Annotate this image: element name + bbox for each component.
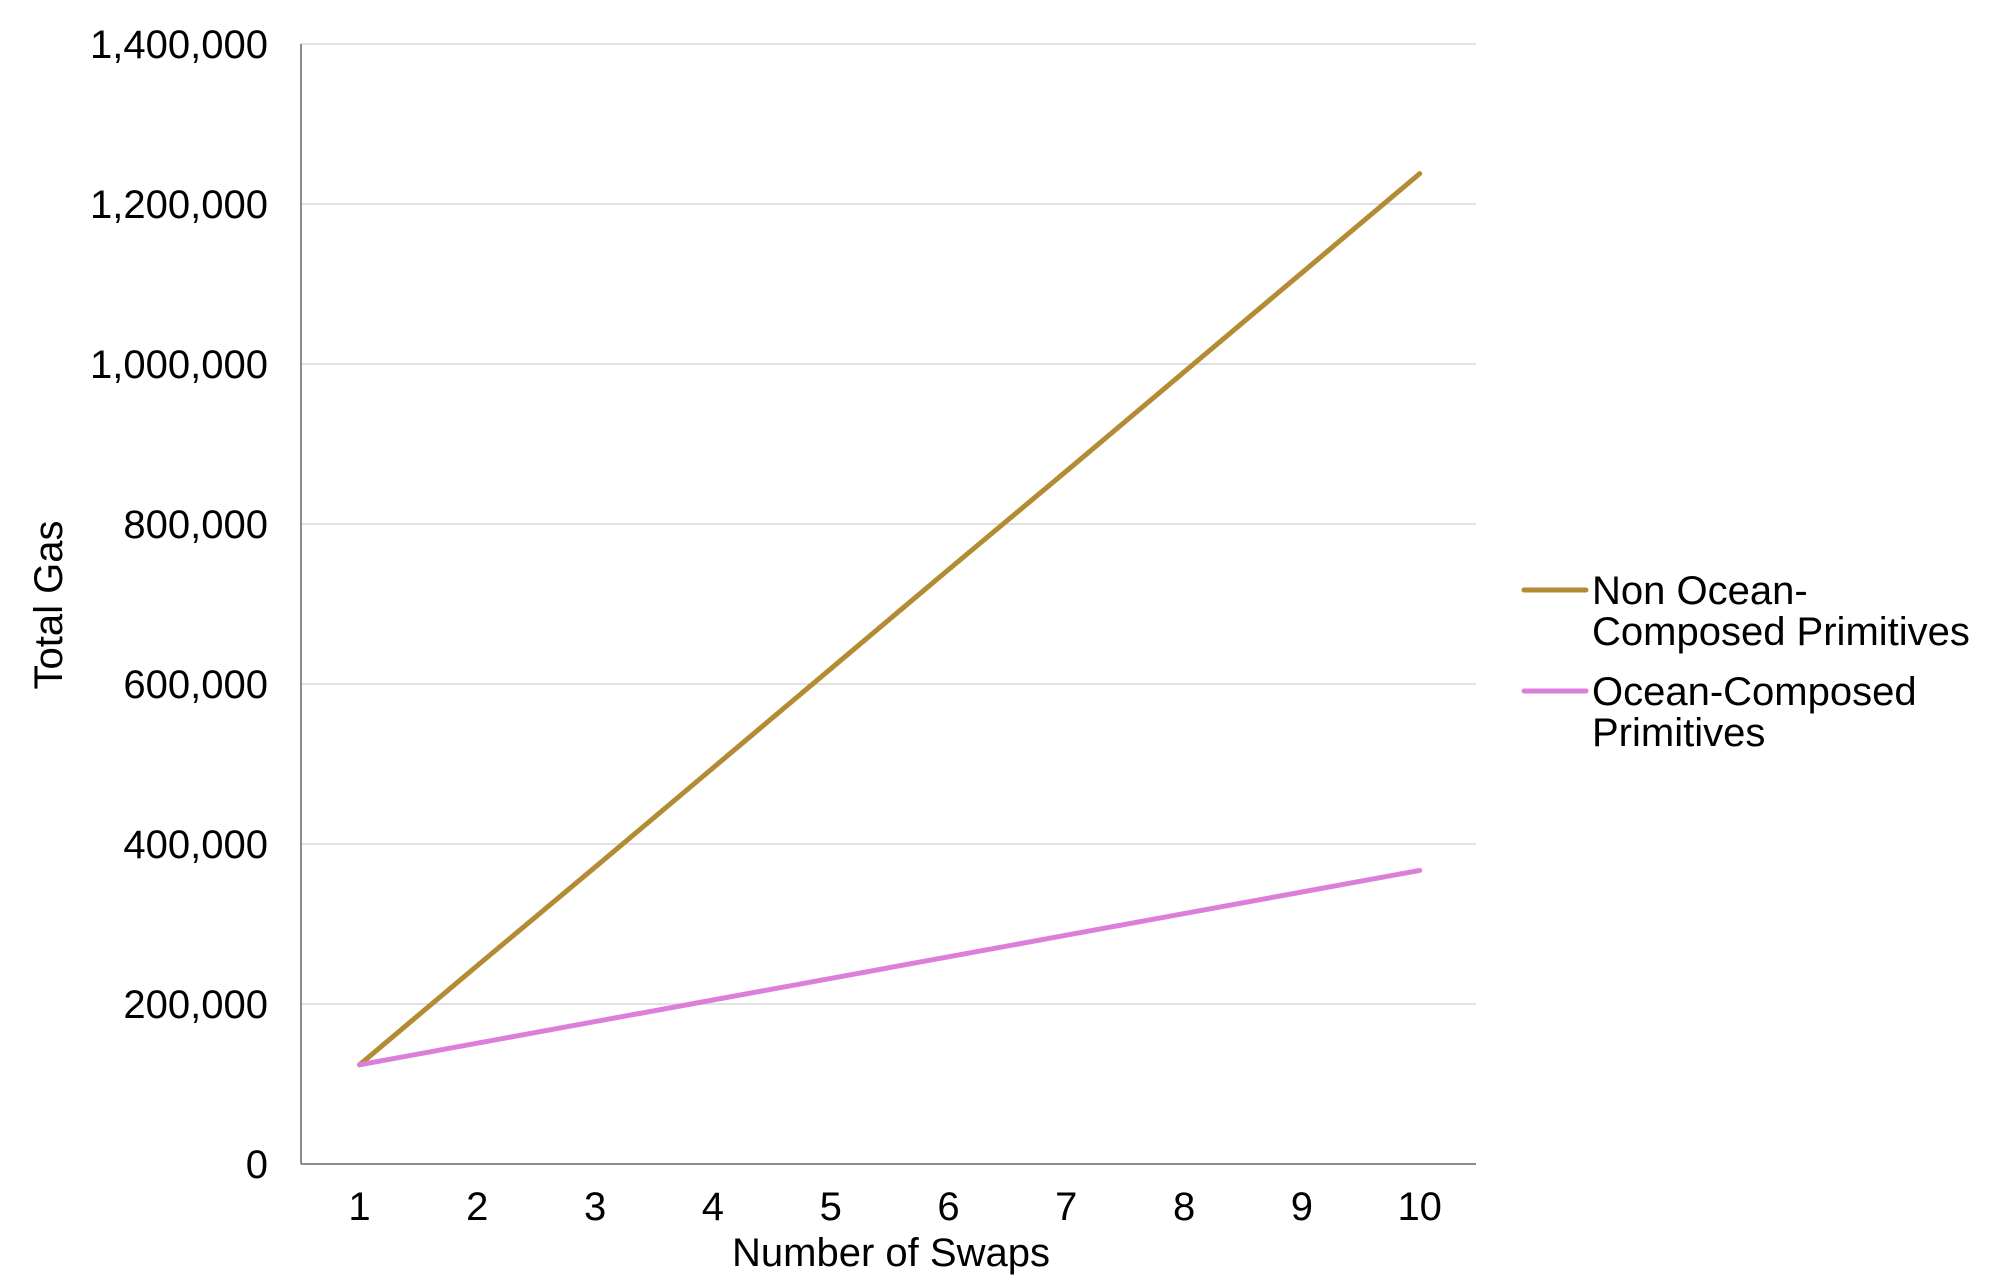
x-tick-label: 4 (702, 1185, 724, 1229)
x-tick-label: 3 (584, 1185, 606, 1229)
y-tick-label: 1,000,000 (90, 343, 268, 387)
x-tick-label: 6 (937, 1185, 959, 1229)
legend-label: Composed Primitives (1592, 610, 1970, 654)
y-tick-label: 1,400,000 (90, 23, 268, 67)
y-tick-label: 400,000 (123, 823, 268, 867)
x-tick-label: 5 (820, 1185, 842, 1229)
y-tick-label: 1,200,000 (90, 183, 268, 227)
series-line-1 (357, 171, 1423, 1068)
y-axis-title: Total Gas (27, 521, 71, 690)
x-axis-tick-labels: 1 2 3 4 5 6 7 8 9 10 (348, 1185, 1442, 1229)
legend-label: Ocean-Composed (1592, 670, 1917, 714)
x-tick-label: 7 (1055, 1185, 1077, 1229)
x-axis-title: Number of Swaps (732, 1231, 1050, 1275)
x-tick-label: 8 (1173, 1185, 1195, 1229)
legend-label: Non Ocean- (1592, 569, 1808, 613)
y-axis-tick-labels: 0 200,000 400,000 600,000 800,000 1,000,000 1,… (90, 23, 268, 1187)
y-tick-label: 200,000 (123, 983, 268, 1027)
axes (300, 44, 1476, 1165)
y-tick-label: 600,000 (123, 663, 268, 707)
series-lines (357, 171, 1423, 1068)
x-tick-label: 9 (1291, 1185, 1313, 1229)
gridlines (301, 43, 1476, 1005)
series-line-2 (357, 867, 1423, 1068)
legend-item-1: Non Ocean-Composed Primitives (1521, 569, 1970, 654)
legend-label: Primitives (1592, 711, 1765, 755)
x-tick-label: 1 (348, 1185, 370, 1229)
x-tick-label: 10 (1397, 1185, 1442, 1229)
legend: Non Ocean-Composed Primitives Ocean-Compo… (1521, 569, 1970, 755)
y-tick-label: 0 (246, 1143, 268, 1187)
x-tick-label: 2 (466, 1185, 488, 1229)
y-tick-label: 800,000 (123, 503, 268, 547)
